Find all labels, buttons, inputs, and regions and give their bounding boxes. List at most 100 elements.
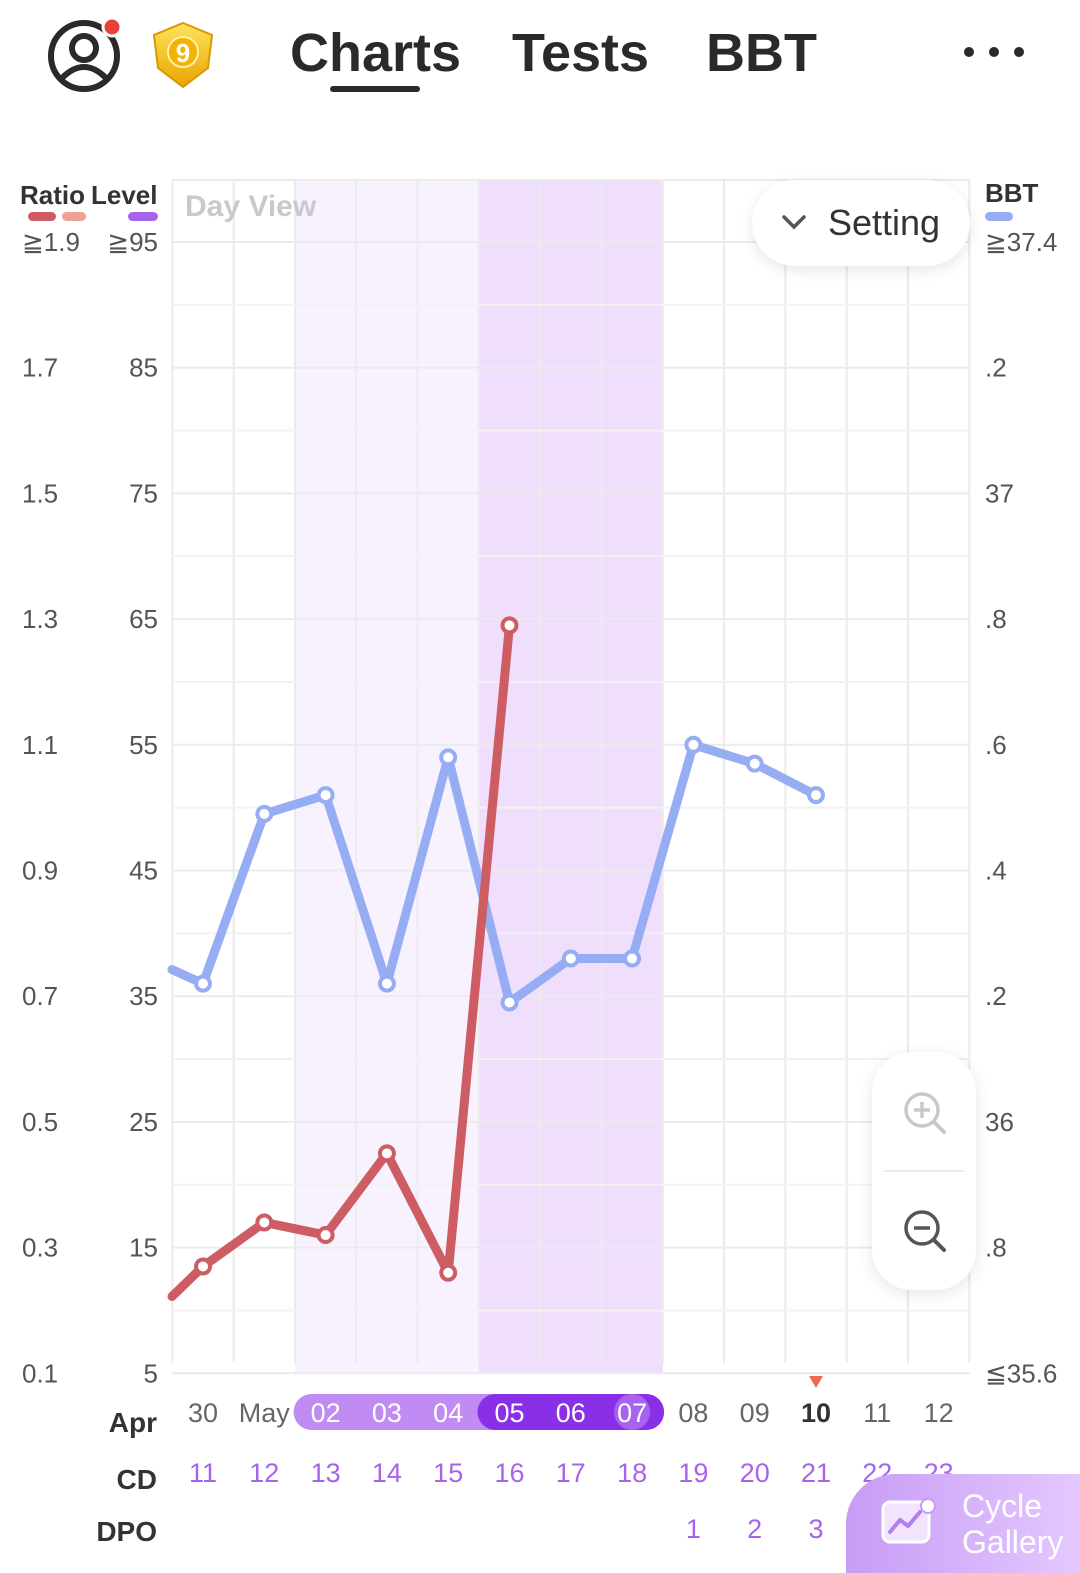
bbt-series-point (807, 786, 825, 805)
cd-row-label: CD (117, 1464, 157, 1495)
more-options-icon[interactable] (960, 40, 1030, 64)
level-tick-label: 25 (129, 1107, 158, 1137)
zoom-out-icon[interactable] (902, 1208, 948, 1254)
bbt-tick-label: .4 (985, 856, 1007, 886)
zoom-divider (884, 1170, 964, 1172)
level-tick-label: 5 (144, 1358, 158, 1388)
bbt-tick-label: .8 (985, 604, 1007, 634)
active-tab-indicator (330, 86, 420, 92)
ratio-tick-label: 0.7 (22, 981, 58, 1011)
bbt-tick-label: .8 (985, 1233, 1007, 1263)
header-bar: 9 Charts Tests BBT (0, 0, 1080, 130)
date-label: 30 (188, 1398, 218, 1428)
chevron-down-icon (782, 215, 806, 230)
level-tick-label: 35 (129, 981, 158, 1011)
ratio-tick-label: 1.1 (22, 730, 58, 760)
level-tick-label: 45 (129, 856, 158, 886)
bbt-tick-label: .2 (985, 981, 1007, 1011)
bbt-tick-label: 37 (985, 478, 1014, 508)
cd-value: 20 (740, 1458, 770, 1488)
chart-gallery-icon (881, 1498, 936, 1544)
tab-charts[interactable]: Charts (290, 23, 462, 83)
level-badge-icon[interactable]: 9 (150, 20, 216, 90)
cd-value: 21 (801, 1458, 831, 1488)
tab-bbt[interactable]: BBT (706, 23, 817, 83)
date-label: 09 (740, 1398, 770, 1428)
cd-value: 13 (311, 1458, 341, 1488)
cd-value: 16 (494, 1458, 524, 1488)
month-label: Apr (109, 1407, 157, 1438)
bbt-tick-label: .6 (985, 730, 1007, 760)
dpo-value: 1 (686, 1514, 701, 1544)
cd-value: 17 (556, 1458, 586, 1488)
bbt-series-point (500, 993, 519, 1012)
ratio-series-point (500, 616, 519, 635)
setting-label: Setting (828, 202, 941, 243)
bbt-series-line (167, 740, 821, 1007)
day-view-label[interactable]: Day View (185, 190, 317, 223)
date-label: 04 (433, 1398, 463, 1428)
bbt-legend-swatch (985, 212, 1013, 221)
cd-value: 15 (433, 1458, 463, 1488)
ratio-series-point (255, 1213, 274, 1232)
bbt-tick-label: ≧37.4 (985, 227, 1057, 257)
bbt-series-point (439, 748, 458, 767)
bbt-series-point (377, 974, 396, 993)
dpo-row-label: DPO (96, 1516, 157, 1547)
profile-icon[interactable] (46, 16, 122, 92)
bbt-series-point (684, 735, 703, 754)
ratio-series-point (194, 1257, 212, 1276)
badge-number: 9 (176, 38, 190, 68)
ratio-series-point (439, 1263, 458, 1282)
level-legend-swatch (128, 212, 158, 221)
ratio-tick-label: ≧1.9 (22, 227, 80, 257)
ratio-tick-label: 0.9 (22, 856, 58, 886)
level-tick-label: 85 (129, 353, 158, 383)
ratio-tick-label: 0.3 (22, 1233, 58, 1263)
dpo-value: 2 (747, 1514, 762, 1544)
date-label: 06 (556, 1398, 586, 1428)
ratio-tick-label: 1.3 (22, 604, 58, 634)
tab-tests[interactable]: Tests (512, 23, 650, 83)
level-tick-label: 75 (129, 478, 158, 508)
ratio-tick-label: 0.5 (22, 1107, 58, 1137)
ratio-tick-label: 1.5 (22, 478, 58, 508)
bbt-tick-label: 36 (985, 1107, 1014, 1137)
zoom-controls (872, 1052, 976, 1290)
date-label: 07 (617, 1398, 647, 1428)
date-label: 11 (863, 1398, 891, 1428)
level-tick-label: 55 (129, 730, 158, 760)
date-label: 08 (678, 1398, 708, 1428)
date-label: 02 (311, 1398, 341, 1428)
date-label-today: 10 (801, 1398, 831, 1428)
today-marker-icon (809, 1376, 823, 1388)
bbt-series-point (745, 754, 764, 773)
bbt-tick-label: ≦35.6 (985, 1358, 1057, 1388)
zoom-in-icon[interactable] (902, 1090, 948, 1136)
cycle-gallery-label-line1: Cycle (962, 1488, 1043, 1524)
bbt-series-point (561, 949, 580, 968)
ratio-series-point (316, 1226, 335, 1245)
cd-value: 14 (372, 1458, 402, 1488)
ratio-tick-label: 0.1 (22, 1358, 58, 1388)
bbt-series-point (255, 804, 274, 823)
cycle-gallery-button[interactable]: Cycle Gallery (846, 1474, 1080, 1573)
cd-value: 19 (678, 1458, 708, 1488)
ratio-tick-label: 1.7 (22, 353, 58, 383)
level-tick-label: ≧95 (107, 227, 158, 257)
bbt-tick-label: .2 (985, 353, 1007, 383)
cd-value: 18 (617, 1458, 647, 1488)
peak-end-cap (614, 1394, 651, 1430)
level-tick-label: 65 (129, 604, 158, 634)
peak-window-band (478, 180, 663, 1373)
level-axis-header: Level (91, 180, 158, 210)
date-label: 03 (372, 1398, 402, 1428)
ratio-legend-swatch-light (62, 212, 86, 221)
bbt-series-point (316, 786, 335, 805)
bbt-series-point (623, 949, 642, 968)
cd-value: 12 (249, 1458, 279, 1488)
setting-button[interactable]: Setting (752, 180, 970, 266)
bbt-axis-header: BBT (985, 178, 1039, 208)
cd-value: 11 (189, 1458, 217, 1488)
